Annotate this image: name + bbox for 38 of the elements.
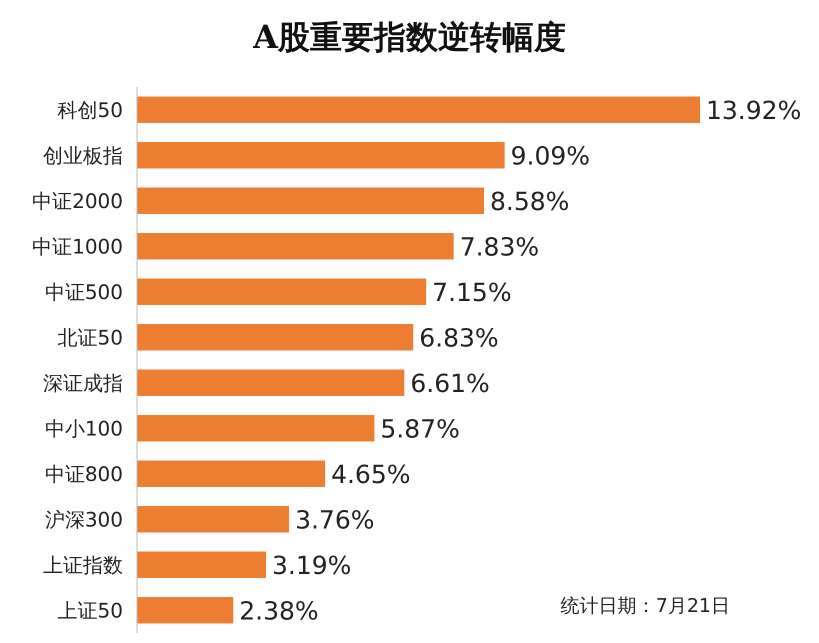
y-tick-label: 深证成指 bbox=[43, 370, 123, 395]
data-label: 3.19% bbox=[272, 550, 352, 580]
bar bbox=[137, 278, 426, 305]
bar bbox=[137, 506, 290, 532]
data-label: 3.76% bbox=[295, 505, 374, 534]
bar bbox=[137, 233, 454, 260]
bar bbox=[137, 415, 374, 442]
y-tick-label: 沪深300 bbox=[44, 507, 123, 532]
y-tick-label: 中证800 bbox=[44, 462, 123, 486]
data-label: 6.61% bbox=[410, 368, 490, 398]
y-tick-label: 上证指数 bbox=[43, 552, 123, 577]
y-tick-label: 中小100 bbox=[44, 416, 123, 440]
y-tick-label: 北证50 bbox=[58, 325, 123, 350]
bar bbox=[137, 552, 266, 578]
y-tick-label: 创业板指 bbox=[43, 143, 123, 168]
annotation: 统计日期：7月21日 bbox=[560, 595, 730, 617]
bar bbox=[137, 370, 404, 396]
data-label: 7.15% bbox=[432, 278, 512, 307]
bar bbox=[137, 96, 700, 123]
data-label: 2.38% bbox=[239, 596, 319, 626]
chart-title: A股重要指数逆转幅度 bbox=[252, 18, 566, 56]
y-tick-label: 中证500 bbox=[44, 280, 123, 304]
bar bbox=[137, 597, 234, 624]
bar bbox=[137, 188, 484, 214]
bar bbox=[137, 324, 414, 350]
y-tick-label: 中证2000 bbox=[32, 188, 123, 213]
bar bbox=[137, 142, 505, 168]
y-tick-label: 上证50 bbox=[58, 598, 123, 622]
data-label: 7.83% bbox=[460, 232, 540, 262]
data-label: 9.09% bbox=[510, 141, 590, 170]
data-label: 4.65% bbox=[331, 460, 410, 489]
y-tick-label: 科创50 bbox=[58, 98, 123, 122]
data-label: 5.87% bbox=[380, 414, 460, 444]
data-label: 6.83% bbox=[419, 323, 499, 352]
bar bbox=[137, 460, 326, 487]
data-label: 8.58% bbox=[490, 186, 570, 216]
y-tick-label: 中证1000 bbox=[32, 234, 123, 258]
data-label: 13.92% bbox=[706, 96, 802, 125]
